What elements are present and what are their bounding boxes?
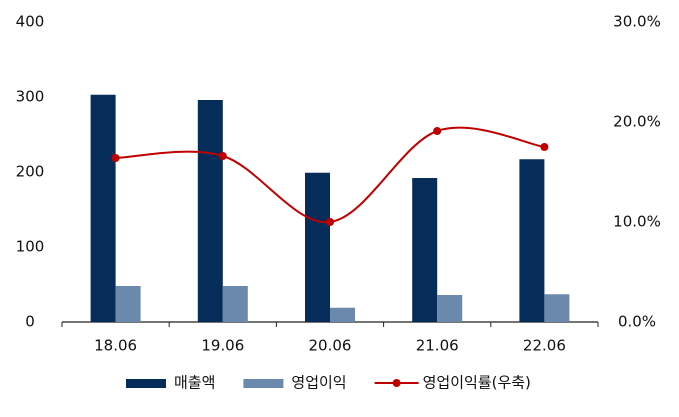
line-marker [433, 127, 442, 135]
x-tick-label: 19.06 [201, 337, 244, 355]
bar [305, 172, 330, 322]
y2-tick-label: 0.0% [618, 313, 656, 331]
x-tick-label: 21.06 [416, 337, 459, 355]
line-marker [218, 152, 227, 160]
bar [437, 295, 463, 322]
legend-label: 영업이익 [291, 374, 346, 392]
bar [330, 307, 355, 322]
bar [544, 294, 570, 322]
y-tick-label: 0 [25, 313, 35, 331]
bar [412, 178, 438, 322]
bar [519, 159, 545, 322]
y-tick-label: 100 [16, 238, 45, 256]
y-tick-label: 200 [16, 163, 45, 181]
x-tick-label: 20.06 [309, 337, 352, 355]
line-marker [540, 143, 549, 151]
bar [90, 94, 116, 322]
line-marker [326, 218, 334, 226]
legend-label: 영업이익률(우축) [423, 374, 531, 392]
x-tick-label: 18.06 [94, 337, 137, 355]
legend-swatch [126, 379, 166, 388]
legend-label: 매출액 [174, 374, 215, 392]
bar [197, 100, 223, 322]
y-tick-label: 400 [16, 13, 45, 31]
line-marker [111, 154, 120, 162]
legend-swatch-marker [392, 379, 401, 387]
y-tick-label: 300 [16, 88, 45, 106]
bar [115, 286, 141, 322]
legend-swatch [243, 379, 284, 388]
y2-tick-label: 30.0% [613, 13, 661, 31]
x-tick-label: 22.06 [523, 337, 566, 355]
y2-tick-label: 20.0% [613, 113, 661, 131]
y2-tick-label: 10.0% [613, 213, 661, 231]
bar [222, 286, 248, 322]
